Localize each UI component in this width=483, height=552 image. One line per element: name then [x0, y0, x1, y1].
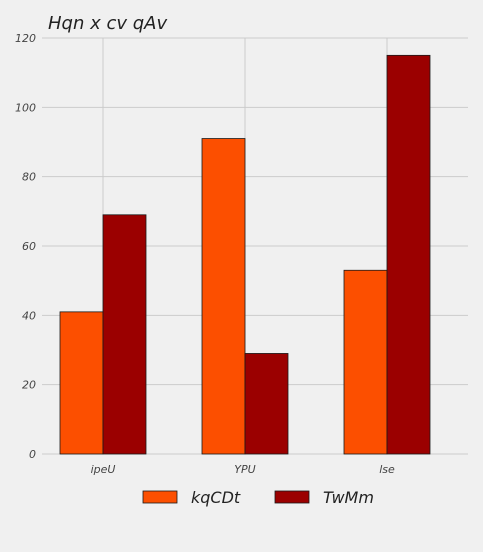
y-tick-label: 100	[15, 101, 36, 114]
bars	[59, 54, 431, 455]
legend-label-kqCDt: kqCDt	[191, 488, 241, 507]
y-tick-label: 120	[15, 32, 36, 45]
bar-kqCDt-ipeU	[59, 311, 104, 455]
legend: kqCDt TwMm	[142, 488, 374, 507]
y-axis-ticks: 0 20 40 60 80 100 120	[15, 32, 36, 461]
bar-TwMm-lse	[386, 54, 431, 455]
bar-kqCDt-YPU	[201, 138, 246, 455]
y-tick-label: 20	[22, 379, 36, 392]
legend-label-TwMm: TwMm	[323, 488, 374, 507]
legend-swatch-TwMm	[274, 490, 310, 504]
y-tick-label: 0	[29, 448, 36, 461]
bar-TwMm-ipeU	[102, 214, 147, 455]
chart-title: Hqn x cv qAv	[48, 13, 167, 34]
x-tick-label: YPU	[234, 463, 255, 476]
legend-swatch-kqCDt	[142, 490, 178, 504]
x-axis-ticks: ipeU YPU lse	[91, 463, 395, 476]
y-tick-label: 60	[22, 240, 36, 253]
x-tick-label: lse	[379, 463, 395, 476]
bar-kqCDt-lse	[343, 269, 388, 455]
y-tick-label: 40	[22, 309, 36, 322]
x-tick-label: ipeU	[91, 463, 116, 476]
bar-TwMm-YPU	[244, 353, 289, 455]
y-tick-label: 80	[22, 171, 36, 184]
